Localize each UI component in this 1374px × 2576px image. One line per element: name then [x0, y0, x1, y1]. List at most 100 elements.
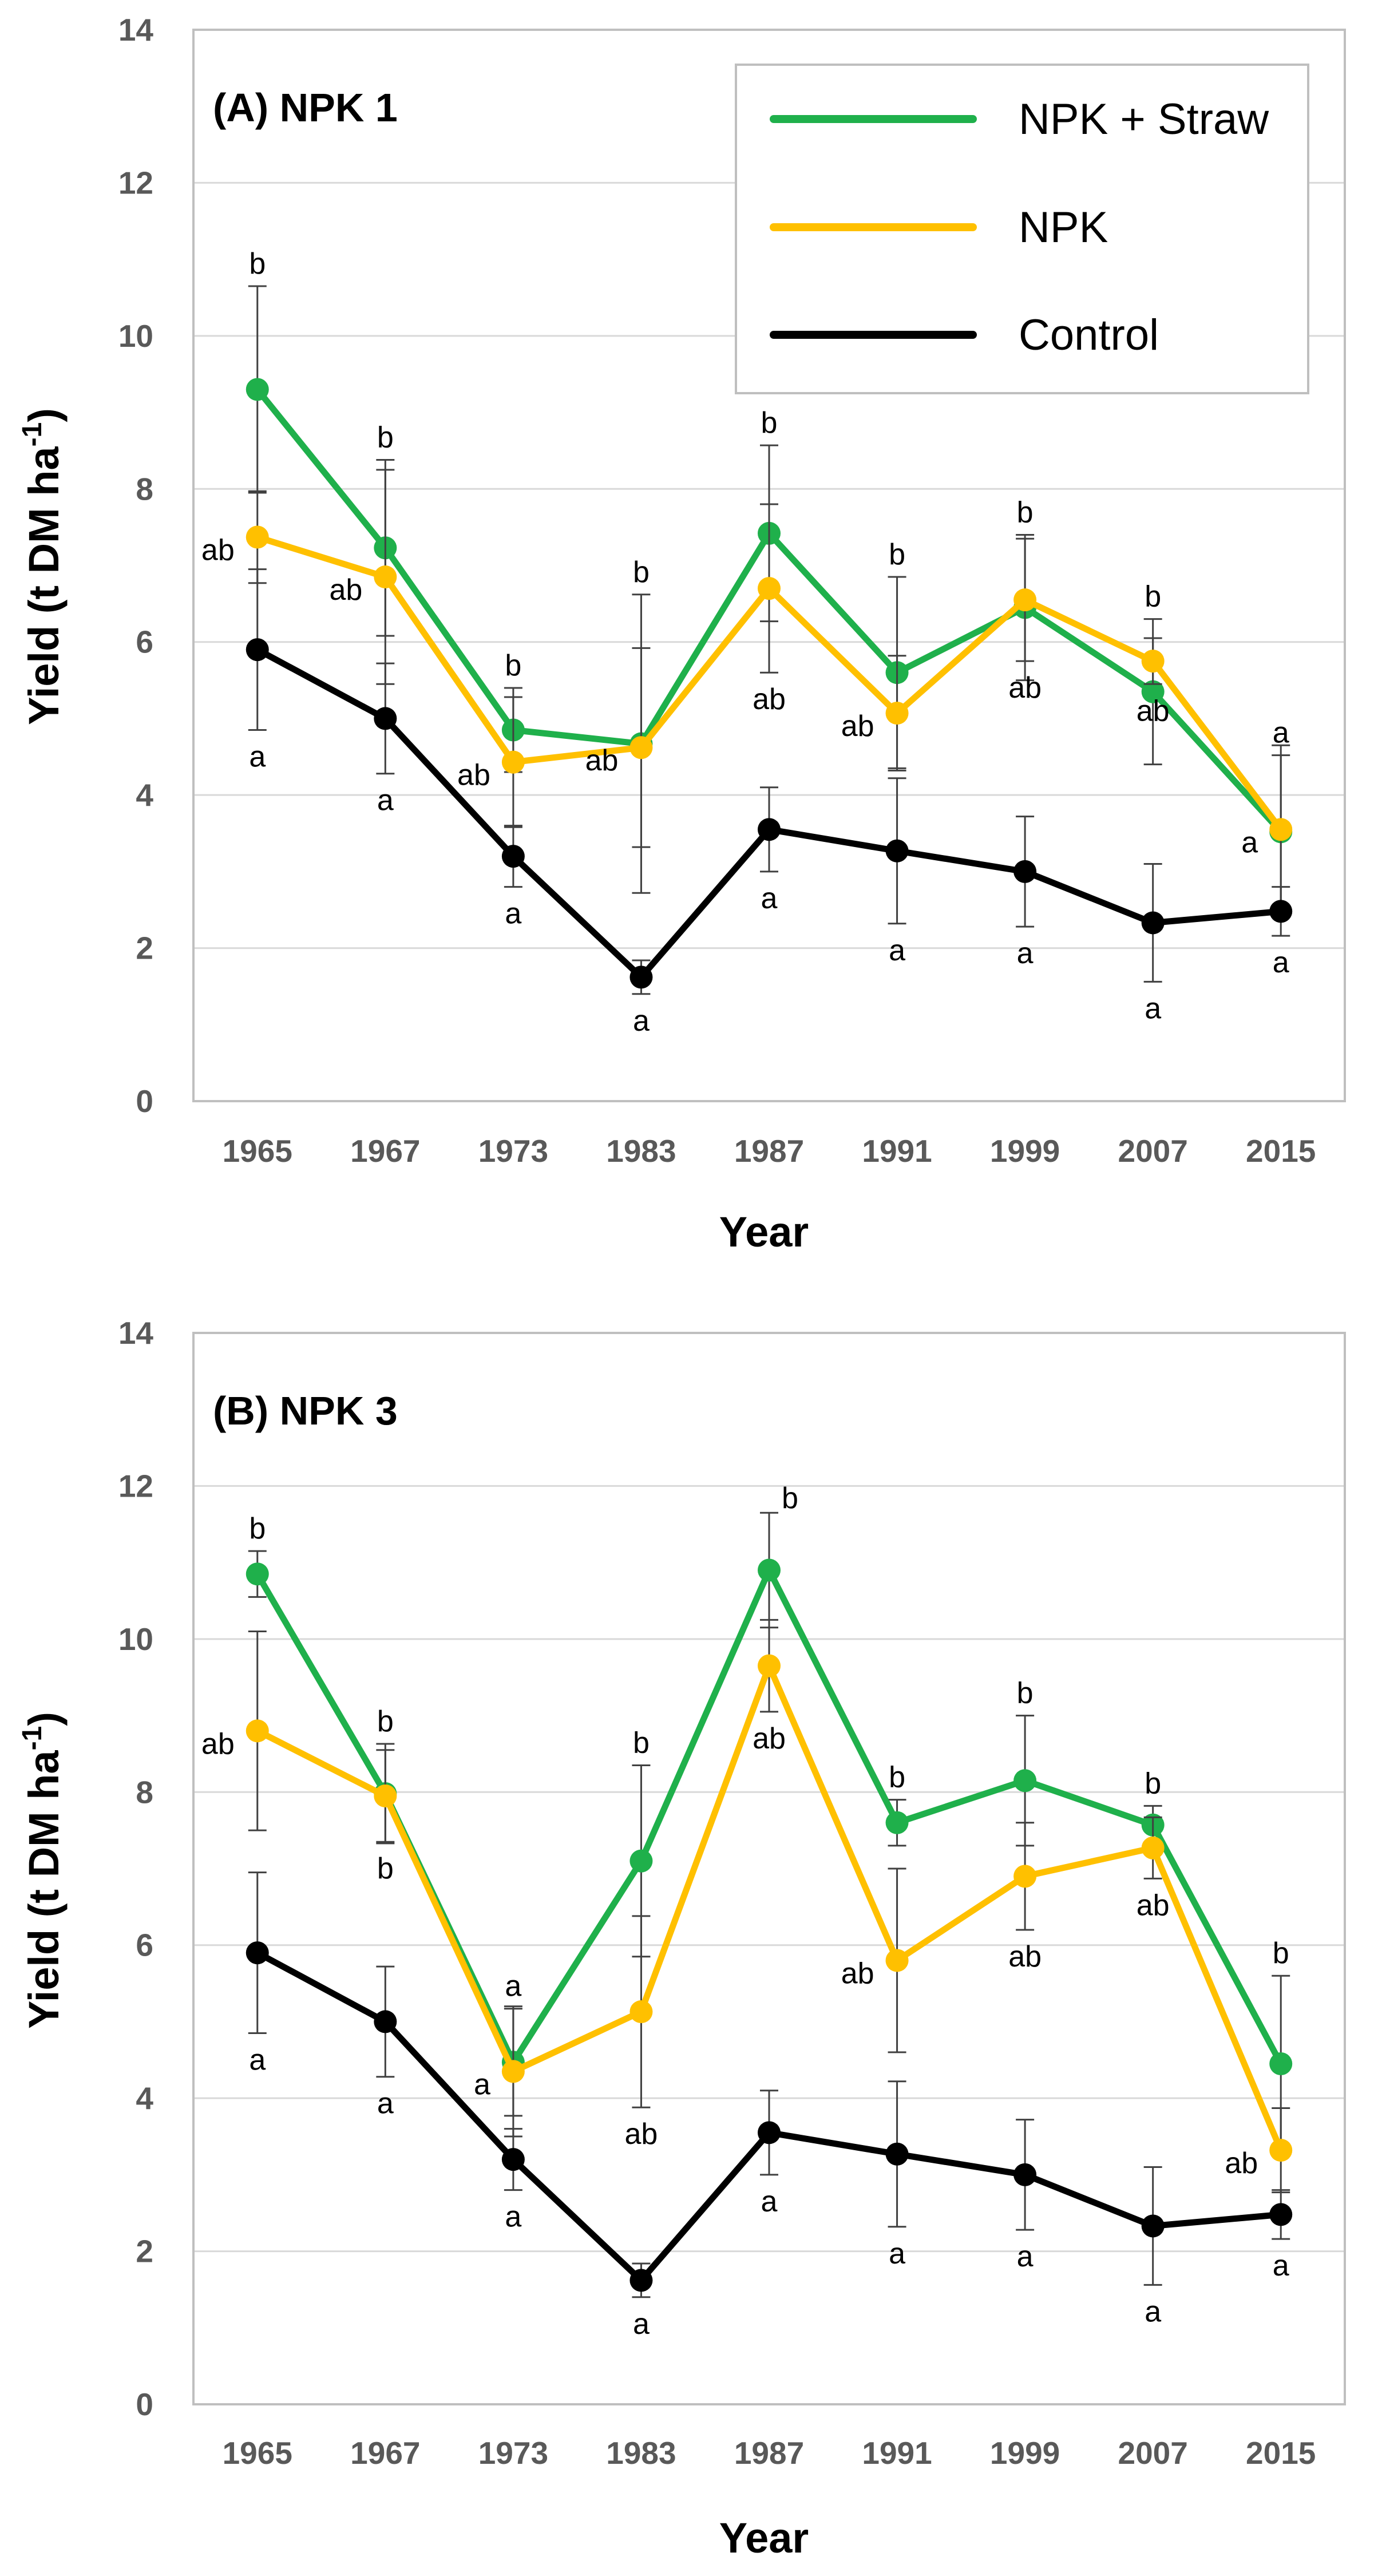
significance-label: b — [377, 1705, 394, 1738]
significance-label: ab — [329, 573, 362, 607]
significance-label: b — [782, 1482, 798, 1515]
data-point — [246, 525, 269, 549]
plot-area-frame — [192, 1332, 1346, 2405]
x-axis-title: Year — [719, 2514, 809, 2562]
x-tick-label: 1987 — [734, 2435, 804, 2471]
data-point — [1141, 2214, 1165, 2238]
significance-label: a — [1241, 826, 1258, 859]
x-tick-label: 1983 — [606, 2435, 676, 2471]
data-point — [1269, 2139, 1293, 2162]
data-point — [885, 2142, 909, 2166]
significance-label: a — [377, 784, 394, 817]
significance-label: ab — [841, 1957, 874, 1990]
significance-label: ab — [1137, 1889, 1170, 1922]
data-point — [246, 1719, 269, 1743]
significance-label: ab — [457, 759, 490, 792]
significance-label: a — [1017, 2240, 1034, 2273]
x-tick-label: 2015 — [1246, 1133, 1316, 1169]
y-tick-label: 4 — [136, 777, 153, 813]
panel-title: (A) NPK 1 — [213, 85, 398, 130]
y-tick-label: 12 — [118, 165, 153, 200]
significance-label: ab — [1225, 2147, 1258, 2180]
x-tick-label: 1967 — [350, 1133, 420, 1169]
data-point — [629, 736, 653, 759]
y-tick-label: 0 — [136, 1083, 153, 1119]
data-point — [1013, 1769, 1037, 1792]
axis-ticks: 0 2 4 6 8 10 12 14 1965 1967 1973 1983 1987 1991 1999 2… — [118, 1315, 1316, 2471]
significance-label: a — [1273, 946, 1289, 979]
legend-item-control: Control — [770, 311, 1159, 359]
significance-label: ab — [625, 2118, 658, 2151]
significance-label: ab — [585, 744, 619, 777]
y-tick-label: 14 — [118, 12, 154, 48]
data-point — [1013, 1865, 1037, 1888]
data-point — [1269, 900, 1293, 923]
x-tick-label: 1991 — [862, 2435, 932, 2471]
x-tick-label: 1973 — [478, 2435, 548, 2471]
x-tick-label: 2015 — [1246, 2435, 1316, 2471]
x-tick-label: 1999 — [990, 2435, 1060, 2471]
significance-label: ab — [753, 1722, 786, 1755]
significance-label: a — [377, 2087, 394, 2120]
y-axis-title: Yield (t DM ha-1) — [17, 1712, 68, 2029]
x-tick-label: 2007 — [1118, 1133, 1187, 1169]
legend-label-npk: NPK — [1019, 203, 1108, 252]
data-point — [629, 1849, 653, 1873]
legend-label-control: Control — [1019, 311, 1159, 359]
significance-label: a — [505, 897, 521, 931]
data-point — [1269, 2203, 1293, 2226]
data-point — [885, 1949, 909, 1972]
significance-label: b — [505, 649, 521, 682]
significance-label: b — [633, 1726, 650, 1759]
legend-label-npk-straw: NPK + Straw — [1019, 95, 1269, 144]
data-point — [246, 1941, 269, 1965]
data-point — [1013, 2163, 1037, 2186]
significance-label: b — [889, 1761, 905, 1794]
data-point — [374, 707, 397, 730]
significance-label: a — [889, 934, 905, 967]
x-tick-label: 1973 — [478, 1133, 548, 1169]
significance-label: a — [1145, 2295, 1161, 2328]
significance-label: a — [1273, 717, 1289, 750]
data-point — [501, 2148, 525, 2171]
data-point — [758, 1558, 781, 1582]
significance-label: a — [249, 740, 266, 773]
significance-label: ab — [1137, 694, 1170, 727]
data-point — [374, 565, 397, 589]
y-tick-label: 8 — [136, 1774, 153, 1810]
significance-label: a — [889, 2237, 905, 2270]
significance-label: b — [889, 538, 905, 571]
x-tick-label: 1983 — [606, 1133, 676, 1169]
data-point — [1141, 680, 1165, 703]
significance-label: ab — [753, 683, 786, 716]
data-point — [629, 2000, 653, 2024]
y-tick-label: 8 — [136, 471, 153, 507]
data-point — [246, 638, 269, 662]
y-axis-title: Yield (t DM ha-1) — [17, 408, 68, 725]
y-tick-label: 10 — [118, 1621, 153, 1657]
legend-item-npk-straw: NPK + Straw — [770, 95, 1269, 144]
significance-label: b — [1273, 1937, 1289, 1970]
y-tick-label: 6 — [136, 624, 153, 660]
y-tick-label: 2 — [136, 931, 153, 966]
x-axis-title: Year — [719, 1208, 809, 1256]
data-point — [758, 577, 781, 600]
significance-label: a — [249, 2043, 266, 2076]
data-point — [501, 845, 525, 868]
y-tick-label: 6 — [136, 1928, 153, 1963]
data-point — [374, 2010, 397, 2033]
data-point — [629, 965, 653, 989]
data-point — [501, 750, 525, 774]
data-point — [1269, 818, 1293, 841]
axis-ticks: 0 2 4 6 8 10 12 14 1965 1967 1973 1983 1987 1991 1999 2… — [118, 12, 1316, 1169]
data-point — [246, 1562, 269, 1586]
significance-label: a — [761, 2185, 778, 2218]
data-point — [1013, 588, 1037, 612]
y-tick-label: 2 — [136, 2234, 153, 2269]
x-tick-label: 1967 — [350, 2435, 420, 2471]
plot-area-frame — [192, 29, 1346, 1102]
legend: NPK + Straw NPK Control — [735, 64, 1309, 394]
significance-label: b — [1017, 496, 1034, 529]
data-point — [501, 2060, 525, 2083]
